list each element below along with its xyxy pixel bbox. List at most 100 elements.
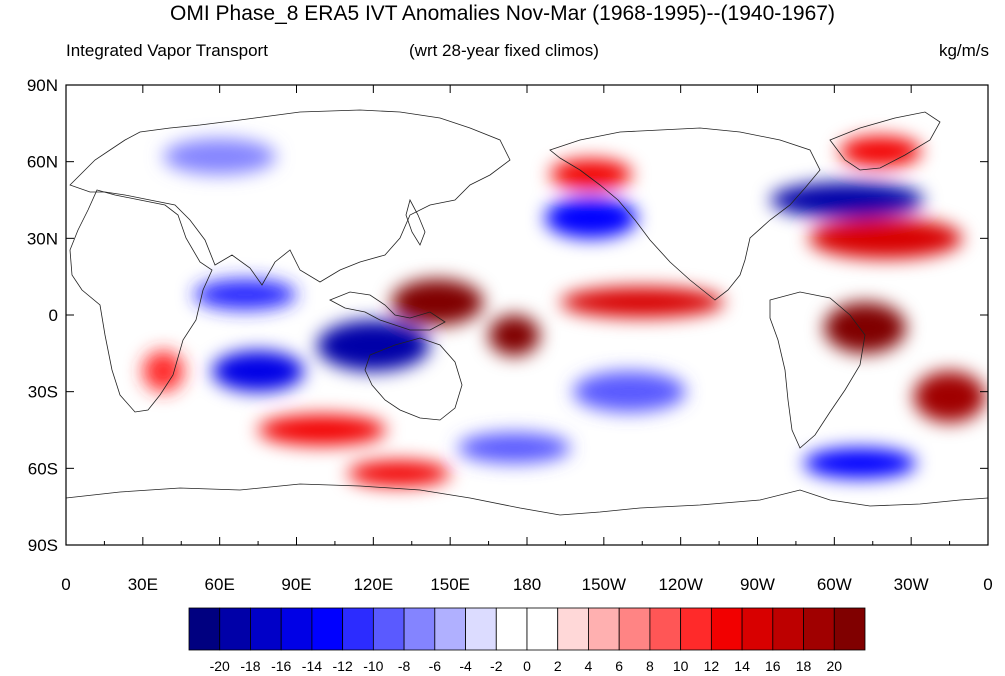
x-tick-label: 60E (205, 575, 235, 594)
colorbar-label: 8 (646, 658, 654, 674)
negative-anomaly-region (803, 447, 917, 479)
x-tick-label: 60W (817, 575, 852, 594)
coastline-antarctica (66, 483, 988, 516)
positive-anomaly-region (391, 279, 484, 326)
positive-anomaly-region (488, 315, 540, 356)
colorbar-label: 4 (585, 658, 593, 674)
colorbar-label: -20 (210, 658, 230, 674)
x-tick-label: 90E (281, 575, 311, 594)
colorbar-label: -14 (302, 658, 322, 674)
positive-anomaly-region (839, 136, 922, 167)
colorbar-box (680, 607, 712, 651)
colorbar-box (588, 607, 620, 651)
x-tick-label: 30W (894, 575, 929, 594)
colorbar-box (526, 607, 559, 651)
coastlines (66, 109, 988, 516)
colorbar-box (741, 607, 774, 651)
units-string: kg/m/s (938, 41, 989, 60)
positive-anomaly-region (824, 302, 907, 354)
negative-anomaly-region (316, 320, 430, 372)
colorbar-box (188, 607, 221, 651)
y-tick-label: 90N (27, 76, 58, 95)
x-tick-label: 90W (740, 575, 775, 594)
map-panel (66, 85, 988, 545)
x-tick-label: 120W (658, 575, 702, 594)
left-string: Integrated Vapor Transport (66, 41, 268, 60)
colorbar-label: -2 (490, 658, 503, 674)
negative-anomaly-region (544, 197, 638, 239)
positive-anomaly-region (258, 414, 387, 446)
coastline-north-america (549, 127, 821, 301)
coastline-europe (69, 109, 511, 286)
colorbar-box (495, 607, 528, 651)
colorbar-box (250, 607, 282, 651)
colorbar-box (372, 607, 405, 651)
center-string: (wrt 28-year fixed climos) (409, 41, 599, 60)
colorbar-label: 12 (704, 658, 720, 674)
colorbar-label: 20 (826, 658, 842, 674)
x-tick-label: 150W (582, 575, 626, 594)
colorbar-label: -16 (271, 658, 291, 674)
x-tick-label: 150E (430, 575, 470, 594)
colorbar: -20 -18 -16 -14 -12 -10 -8 -6 -4 -2 0 2 4 6 8 10 12 14 16 1… (188, 607, 866, 674)
negative-anomaly-region (163, 138, 277, 175)
y-tick-label: 0 (49, 306, 58, 325)
colorbar-label: 10 (673, 658, 689, 674)
colorbar-box (710, 607, 743, 651)
positive-anomaly-region (560, 286, 725, 318)
colorbar-box (342, 607, 374, 651)
colorbar-box (311, 607, 344, 651)
y-tick-label: 30S (28, 383, 58, 402)
colorbar-box (434, 607, 466, 651)
coastline-japan (405, 198, 426, 246)
negative-anomaly-region (573, 371, 686, 413)
colorbar-label: -12 (333, 658, 353, 674)
x-tick-label: 120E (353, 575, 393, 594)
colorbar-label: 0 (523, 658, 531, 674)
colorbar-box (280, 607, 313, 651)
y-tick-label: 60S (28, 459, 58, 478)
colorbar-label: 6 (615, 658, 623, 674)
positive-anomaly-region (913, 371, 986, 423)
negative-anomaly-region (770, 182, 924, 218)
negative-anomaly-region (457, 432, 571, 464)
negative-anomaly-region (194, 279, 297, 310)
positive-anomaly-region (347, 460, 451, 487)
colorbar-label: 2 (554, 658, 562, 674)
x-tick-label: 0 (983, 575, 992, 594)
colorbar-label: -8 (398, 658, 411, 674)
colorbar-box (833, 607, 866, 651)
positive-anomaly-region (808, 217, 963, 259)
coastline-greenland (829, 111, 941, 171)
colorbar-box (465, 607, 497, 651)
y-tick-label: 60N (27, 153, 58, 172)
y-tick-label: 30N (27, 229, 58, 248)
colorbar-box (618, 607, 651, 651)
coastline-australia (364, 337, 463, 421)
coastline-africa (69, 189, 213, 413)
x-tick-label: 180 (513, 575, 541, 594)
positive-anomaly-region (550, 159, 633, 190)
colorbar-box (649, 607, 682, 651)
colorbar-label: -4 (459, 658, 472, 674)
colorbar-label: 14 (734, 658, 750, 674)
colorbar-label: -6 (429, 658, 442, 674)
y-tick-label: 90S (28, 536, 58, 555)
colorbar-label: -18 (240, 658, 260, 674)
negative-anomaly-region (211, 350, 305, 392)
map-axes: 0 30E 60E 90E 120E 150E 180 150W 120W 90W 60W 30W 0 9… (27, 76, 993, 594)
colorbar-box (803, 607, 835, 651)
x-tick-label: 0 (61, 575, 70, 594)
colorbar-box (772, 607, 804, 651)
colorbar-box (557, 607, 589, 651)
colorbar-box (403, 607, 436, 651)
colorbar-box (219, 607, 251, 651)
positive-anomaly-region (142, 350, 184, 392)
anomaly-field (142, 136, 986, 487)
colorbar-label: 16 (765, 658, 781, 674)
plot-title: OMI Phase_8 ERA5 IVT Anomalies Nov-Mar (… (170, 2, 835, 25)
x-tick-label: 30E (128, 575, 158, 594)
colorbar-label: 18 (796, 658, 812, 674)
coastline-maritime-continent (329, 291, 446, 331)
